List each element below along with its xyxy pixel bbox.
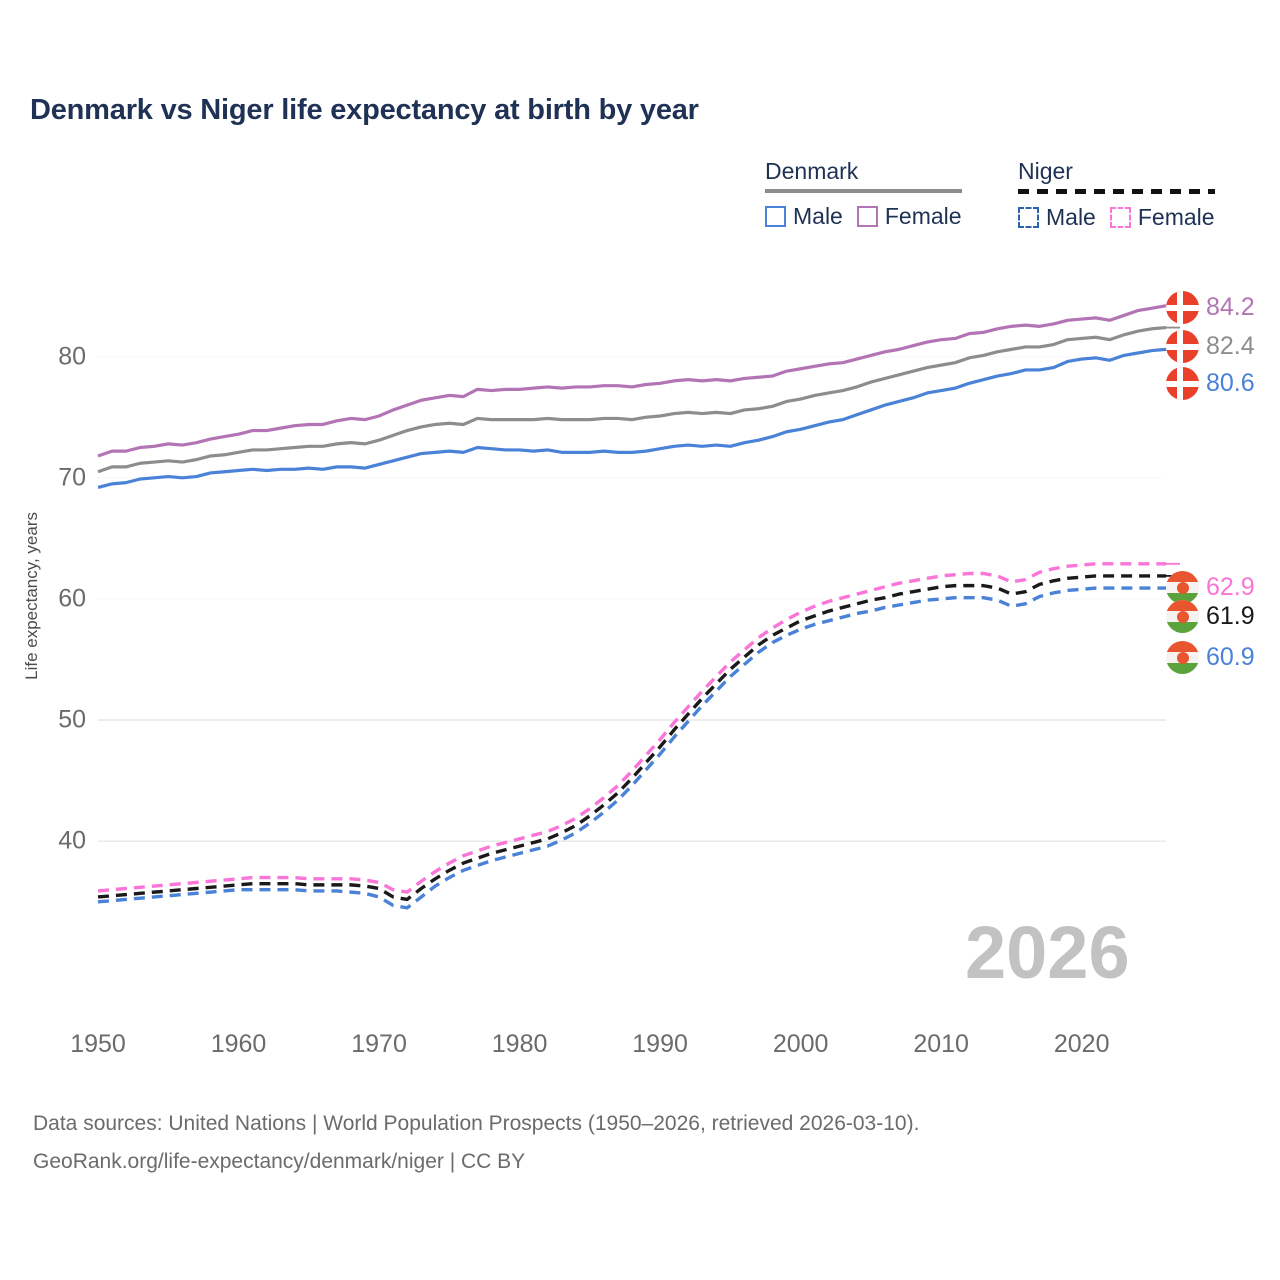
legend-item-denmark-male[interactable]: Male bbox=[765, 203, 843, 230]
series-end-value: 62.9 bbox=[1206, 573, 1255, 601]
x-axis-tick-label: 1970 bbox=[351, 1030, 407, 1058]
legend-swatch-icon-denmark-female bbox=[856, 206, 878, 227]
legend-rule-niger bbox=[1018, 189, 1215, 194]
series-line bbox=[97, 304, 1167, 458]
legend-group-niger: Niger Male Female bbox=[1018, 158, 1215, 231]
series-end-value: 82.4 bbox=[1206, 332, 1255, 360]
y-axis-tick-label: 80 bbox=[58, 342, 86, 371]
series-end-label: 62.9 bbox=[1166, 571, 1255, 604]
footer: Data sources: United Nations | World Pop… bbox=[33, 1105, 1253, 1181]
y-axis-ticks: 40 50 60 70 80 bbox=[0, 0, 86, 1280]
page-title: Denmark vs Niger life expectancy at birt… bbox=[30, 94, 699, 126]
x-axis-tick-label: 1950 bbox=[70, 1030, 126, 1058]
x-axis-tick-label: 1990 bbox=[632, 1030, 688, 1058]
legend-country-niger: Niger bbox=[1018, 158, 1073, 184]
series-end-label: 61.9 bbox=[1166, 600, 1255, 633]
year-watermark: 2026 bbox=[965, 911, 1130, 994]
x-axis-tick-label: 2010 bbox=[913, 1030, 969, 1058]
series-line bbox=[97, 347, 1167, 490]
series-end-value: 84.2 bbox=[1206, 293, 1255, 321]
series-end-label: 60.9 bbox=[1166, 641, 1255, 674]
x-axis-tick-label: 2020 bbox=[1053, 1030, 1110, 1058]
x-axis-tick-label: 1960 bbox=[210, 1030, 267, 1058]
series-end-label: 82.4 bbox=[1166, 330, 1255, 363]
series-line bbox=[97, 586, 1166, 910]
series-end-label: 80.6 bbox=[1166, 367, 1255, 400]
legend-item-denmark-female[interactable]: Female bbox=[856, 203, 962, 230]
legend-label-niger-male: Male bbox=[1046, 204, 1096, 230]
y-axis-tick-label: 70 bbox=[58, 463, 86, 492]
legend-swatch-icon-niger-male bbox=[1018, 207, 1039, 228]
legend-item-niger-male[interactable]: Male bbox=[1018, 204, 1096, 231]
denmark-flag-icon bbox=[1166, 367, 1199, 400]
series-end-label: 84.2 bbox=[1166, 291, 1255, 324]
legend-item-niger-female[interactable]: Female bbox=[1109, 204, 1215, 231]
legend-group-denmark: Denmark Male Female bbox=[765, 158, 962, 230]
legend-label-denmark-female: Female bbox=[884, 203, 962, 229]
niger-flag-icon bbox=[1166, 641, 1199, 674]
denmark-flag-icon bbox=[1166, 330, 1199, 363]
legend-rule-denmark bbox=[765, 189, 962, 193]
footer-attribution: GeoRank.org/life-expectancy/denmark/nige… bbox=[33, 1150, 526, 1173]
series-end-value: 80.6 bbox=[1206, 369, 1255, 397]
niger-flag-icon bbox=[1166, 571, 1199, 604]
legend-swatch-icon-niger-female bbox=[1109, 207, 1131, 228]
y-axis-tick-label: 40 bbox=[58, 826, 86, 855]
series-line bbox=[97, 325, 1167, 474]
legend-country-denmark: Denmark bbox=[765, 158, 859, 184]
legend-label-denmark-male: Male bbox=[793, 203, 843, 229]
series-end-value: 60.9 bbox=[1206, 643, 1255, 671]
footer-sources: Data sources: United Nations | World Pop… bbox=[33, 1112, 920, 1135]
legend-label-niger-female: Female bbox=[1137, 204, 1215, 230]
y-axis-tick-label: 60 bbox=[58, 584, 86, 613]
plot-area bbox=[97, 290, 1180, 920]
x-axis-tick-label: 1980 bbox=[491, 1030, 548, 1058]
series-line bbox=[97, 574, 1166, 902]
series-line bbox=[97, 562, 1166, 894]
x-axis-tick-label: 2000 bbox=[772, 1030, 829, 1058]
plot-svg bbox=[97, 304, 1180, 910]
series-end-value: 61.9 bbox=[1206, 602, 1255, 630]
denmark-flag-icon bbox=[1166, 291, 1199, 324]
y-axis-tick-label: 50 bbox=[58, 705, 86, 734]
chart-legend: Denmark Male Female Niger Male bbox=[760, 158, 1260, 243]
niger-flag-icon bbox=[1166, 600, 1199, 633]
legend-swatch-icon-denmark-male bbox=[765, 206, 786, 227]
